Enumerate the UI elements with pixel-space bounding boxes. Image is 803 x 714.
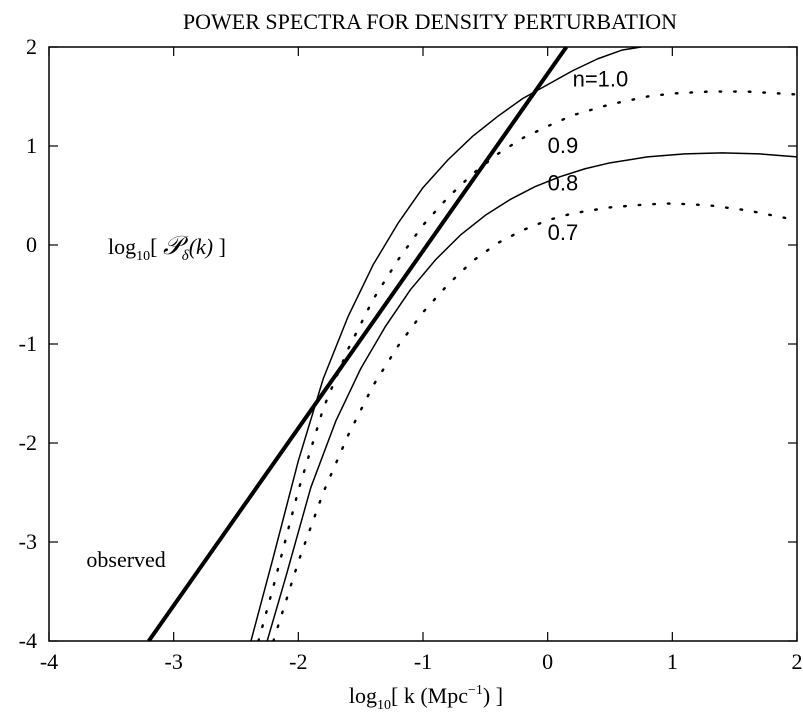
y-tick-label: -1 [19,331,37,356]
y-tick-label: 1 [26,133,37,158]
x-tick-label: -2 [289,649,307,674]
x-tick-label: 2 [792,649,803,674]
y-tick-label: -4 [19,628,37,653]
x-tick-label: -1 [414,649,432,674]
series-annotation: 0.9 [548,133,579,158]
series-annotation: observed [86,547,165,572]
y-tick-label: -3 [19,529,37,554]
series-annotation: 0.7 [548,220,579,245]
annotation-layer: n=1.0 0.9 0.8 0.7 observed [86,67,628,572]
series-layer [147,47,797,641]
y-tick-label: -2 [19,430,37,455]
chart-title: POWER SPECTRA FOR DENSITY PERTURBATION [183,9,677,34]
x-tick-label: -4 [40,649,58,674]
y-tick-label: 0 [26,232,37,257]
axis-ticks: -4 -3 -2 -1 0 1 2 -4 -3 -2 -1 0 1 2 [19,34,803,674]
y-axis-label: log10[ 𝒫δ(k) ] [108,231,226,264]
x-axis-label: log10[ k (Mpc−1) ] [349,683,503,713]
x-tick-label: 0 [542,649,553,674]
series-line-0-9 [257,90,797,641]
series-line-n-1-0 [250,47,642,641]
x-tick-label: 1 [667,649,678,674]
series-annotation: n=1.0 [573,67,629,92]
series-line-0-8 [266,152,797,641]
x-tick-label: -3 [165,649,183,674]
series-annotation: 0.8 [548,171,579,196]
series-line-observed [147,47,569,641]
series-line-0-7 [272,202,797,641]
y-tick-label: 2 [26,34,37,59]
